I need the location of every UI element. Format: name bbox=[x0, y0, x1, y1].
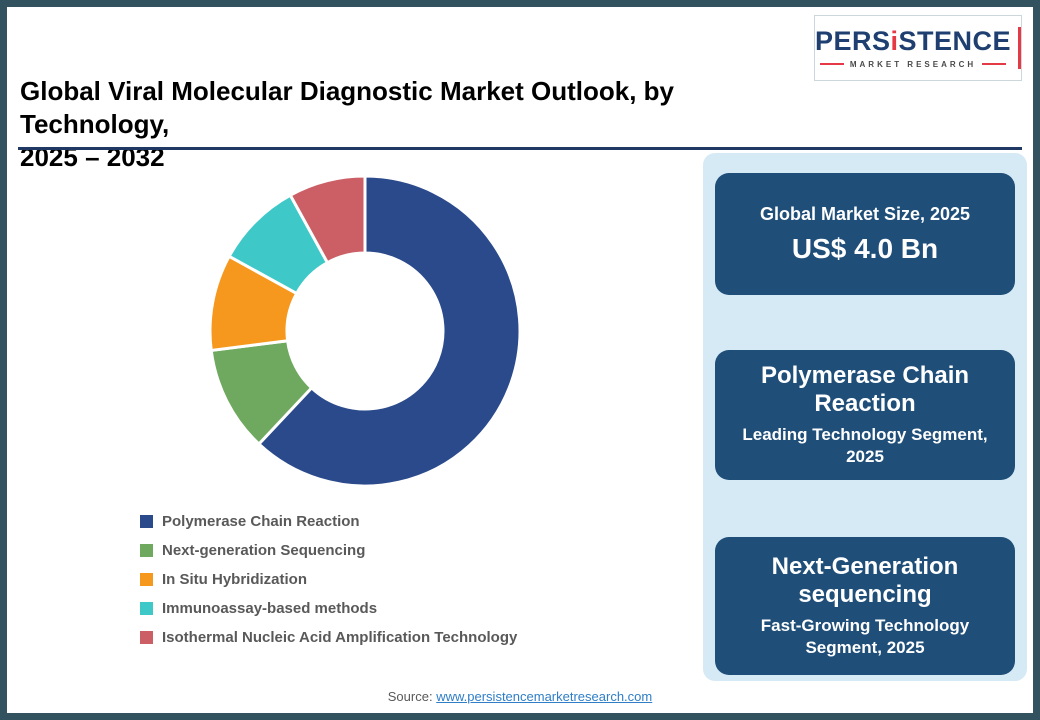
title-divider bbox=[18, 147, 1022, 150]
persistence-logo: PERSiSTENCE MARKET RESEARCH bbox=[814, 15, 1022, 81]
legend-label: Next-generation Sequencing bbox=[162, 542, 366, 559]
page-title-line1: Global Viral Molecular Diagnostic Market… bbox=[20, 76, 674, 140]
legend-swatch bbox=[140, 515, 153, 528]
legend-swatch bbox=[140, 602, 153, 615]
legend-label: In Situ Hybridization bbox=[162, 571, 307, 588]
market-size-value: US$ 4.0 Bn bbox=[791, 232, 939, 264]
logo-red-bar bbox=[1018, 27, 1021, 69]
source-line: Source: www.persistencemarketresearch.co… bbox=[7, 689, 1033, 704]
logo-subtitle: MARKET RESEARCH bbox=[849, 59, 977, 69]
legend-item: In Situ Hybridization bbox=[140, 570, 517, 589]
legend-label: Polymerase Chain Reaction bbox=[162, 513, 360, 530]
logo-text: PERSiSTENCE MARKET RESEARCH bbox=[815, 25, 1012, 69]
legend-swatch bbox=[140, 573, 153, 586]
fast-growing-segment-caption: Fast-Growing Technology Segment, 2025 bbox=[760, 616, 970, 658]
logo-brand-part2: STENCE bbox=[898, 25, 1012, 56]
donut-slice-0 bbox=[256, 174, 522, 488]
legend-item: Isothermal Nucleic Acid Amplification Te… bbox=[140, 628, 517, 647]
page-title: Global Viral Molecular Diagnostic Market… bbox=[20, 75, 820, 174]
market-size-box: Global Market Size, 2025 US$ 4.0 Bn bbox=[715, 173, 1015, 295]
legend-item: Polymerase Chain Reaction bbox=[140, 512, 517, 531]
legend-label: Isothermal Nucleic Acid Amplification Te… bbox=[162, 629, 518, 646]
logo-left-dash bbox=[819, 63, 844, 65]
leading-segment-caption: Leading Technology Segment, 2025 bbox=[742, 425, 988, 467]
source-label: Source: bbox=[387, 689, 433, 704]
fast-growing-segment-box: Next-Generation sequencing Fast-Growing … bbox=[715, 537, 1015, 675]
legend-swatch bbox=[140, 631, 153, 644]
market-size-label: Global Market Size, 2025 bbox=[759, 204, 971, 225]
legend-label: Immunoassay-based methods bbox=[162, 600, 378, 617]
logo-brand: PERSiSTENCE bbox=[815, 25, 1012, 56]
legend-swatch bbox=[140, 544, 153, 557]
donut-chart bbox=[200, 166, 530, 496]
source-link[interactable]: www.persistencemarketresearch.com bbox=[436, 689, 653, 704]
logo-subtitle-row: MARKET RESEARCH bbox=[819, 59, 1007, 69]
logo-brand-part1: PERS bbox=[815, 25, 891, 56]
leading-segment-name: Polymerase Chain Reaction bbox=[760, 361, 970, 418]
fast-growing-segment-name: Next-Generation sequencing bbox=[771, 552, 959, 609]
donut-slice-4 bbox=[288, 174, 367, 265]
leading-segment-box: Polymerase Chain Reaction Leading Techno… bbox=[715, 350, 1015, 480]
legend-item: Immunoassay-based methods bbox=[140, 599, 517, 618]
legend-item: Next-generation Sequencing bbox=[140, 541, 517, 560]
donut-chart-svg bbox=[208, 174, 522, 488]
stats-panel: Global Market Size, 2025 US$ 4.0 Bn Poly… bbox=[703, 153, 1027, 681]
logo-right-dash bbox=[982, 63, 1007, 65]
logo-brand-i: i bbox=[890, 25, 899, 56]
chart-legend: Polymerase Chain Reaction Next-generation… bbox=[140, 512, 517, 647]
